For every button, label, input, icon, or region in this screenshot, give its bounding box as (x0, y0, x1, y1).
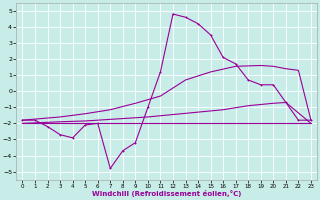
X-axis label: Windchill (Refroidissement éolien,°C): Windchill (Refroidissement éolien,°C) (92, 190, 241, 197)
